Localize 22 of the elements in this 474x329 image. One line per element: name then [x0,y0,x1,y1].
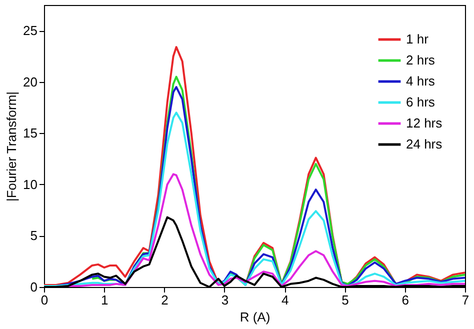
y-tick-label: 10 [23,176,38,192]
legend-label: 4 hrs [406,74,436,88]
legend-label: 2 hrs [406,52,436,68]
x-tick-label: 7 [462,292,470,308]
x-tick-label: 4 [281,292,289,308]
legend-label: 12 hrs [406,116,443,130]
y-tick-label: 15 [23,126,38,141]
legend-label: 6 hrs [406,94,436,110]
x-tick-label: 1 [101,292,108,308]
y-tick-label: 0 [30,280,38,294]
x-tick-label: 3 [221,292,229,308]
y-tick-label: 25 [23,23,38,38]
x-axis-title: R (A) [240,310,270,324]
y-tick-label: 5 [30,228,38,244]
legend-label: 24 hrs [406,136,443,152]
y-axis-title: |Fourier Transform| [4,91,20,202]
x-tick-label: 0 [40,292,48,308]
x-tick-label: 2 [161,292,168,308]
x-tick-label: 5 [342,292,349,308]
y-tick-label: 20 [23,74,38,90]
legend-label: 1 hr [406,32,430,46]
x-tick-label: 6 [402,292,409,308]
